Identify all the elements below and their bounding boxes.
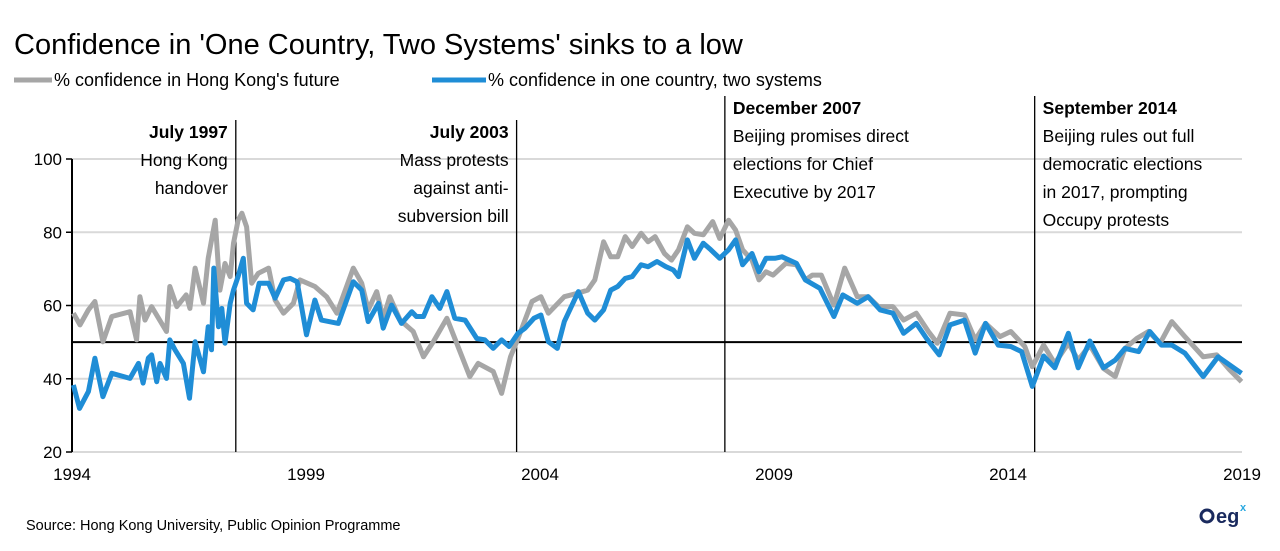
event-description: in 2017, prompting (1043, 182, 1188, 202)
event-description: against anti- (413, 178, 509, 198)
event-description: Beijing promises direct (733, 126, 909, 146)
x-tick-label: 2004 (521, 465, 559, 484)
event-description: elections for Chief (733, 154, 873, 174)
event-title: December 2007 (733, 98, 861, 118)
event-description: democratic elections (1043, 154, 1203, 174)
legend-label-one-country: % confidence in one country, two systems (488, 70, 822, 90)
egx-logo: eg x (1199, 502, 1247, 528)
chart-title: Confidence in 'One Country, Two Systems'… (14, 29, 744, 61)
legend-label-hk-future: % confidence in Hong Kong's future (54, 70, 340, 90)
event-description: Hong Kong (140, 150, 228, 170)
series-line-one-country-two-systems (70, 237, 1243, 411)
event-title: September 2014 (1043, 98, 1178, 118)
event-description: Beijing rules out full (1043, 126, 1195, 146)
x-tick-label: 2014 (989, 465, 1027, 484)
event-description: Executive by 2017 (733, 182, 876, 202)
y-tick-label: 80 (43, 223, 62, 242)
event-description: handover (155, 178, 228, 198)
y-tick-label: 40 (43, 370, 62, 389)
event-title: July 2003 (430, 122, 509, 142)
event-description: subversion bill (398, 206, 509, 226)
y-tick-label: 20 (43, 443, 62, 462)
event-description: Occupy protests (1043, 210, 1170, 230)
x-tick-label: 1999 (287, 465, 325, 484)
svg-text:eg: eg (1216, 506, 1239, 528)
legend: % confidence in Hong Kong's future % con… (14, 70, 822, 90)
event-title: July 1997 (149, 122, 228, 142)
y-tick-label: 60 (43, 297, 62, 316)
source-note: Source: Hong Kong University, Public Opi… (26, 518, 401, 534)
svg-text:x: x (1240, 502, 1247, 514)
x-tick-label: 2019 (1223, 465, 1261, 484)
event-description: Mass protests (400, 150, 509, 170)
x-tick-label: 1994 (53, 465, 91, 484)
y-tick-label: 100 (34, 150, 62, 169)
x-tick-label: 2009 (755, 465, 793, 484)
